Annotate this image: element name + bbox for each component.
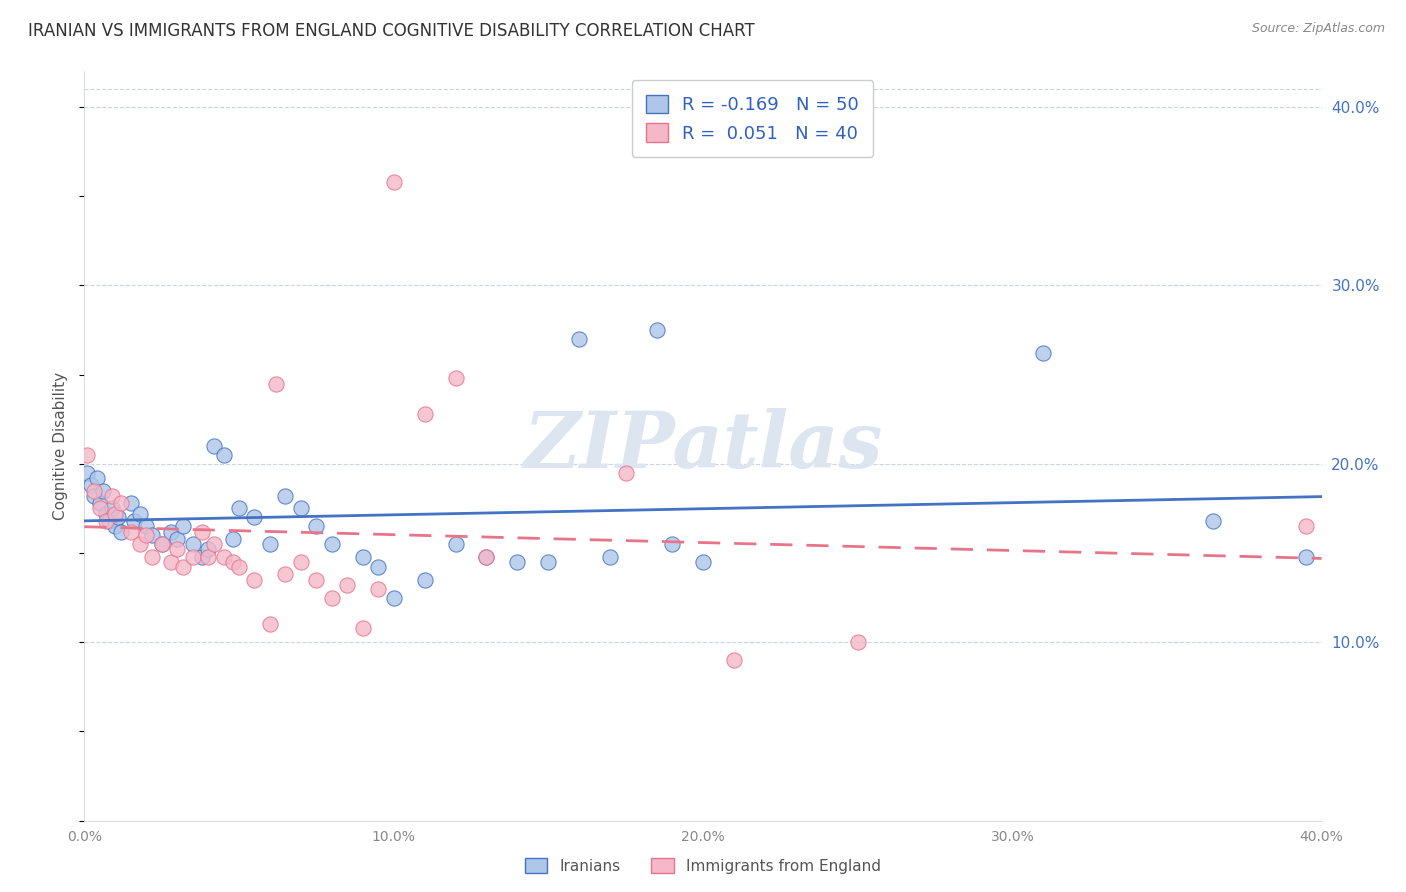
Point: [212, 448, 235, 462]
Text: Source: ZipAtlas.com: Source: ZipAtlas.com: [1251, 22, 1385, 36]
Point: [1295, 549, 1317, 564]
Point: [94, 507, 117, 521]
Point: [197, 549, 219, 564]
Point: [129, 507, 152, 521]
Point: [91, 483, 114, 498]
Point: [305, 573, 328, 587]
Point: [228, 560, 250, 574]
Point: [692, 555, 714, 569]
Text: ZIPatlas: ZIPatlas: [523, 408, 883, 484]
Point: [444, 537, 467, 551]
Point: [110, 524, 132, 539]
Point: [367, 560, 389, 574]
Point: [723, 653, 745, 667]
Point: [222, 532, 245, 546]
Point: [243, 573, 266, 587]
Point: [79, 478, 101, 492]
Point: [181, 537, 204, 551]
Point: [83, 483, 105, 498]
Point: [243, 510, 266, 524]
Point: [382, 591, 405, 605]
Point: [382, 175, 405, 189]
Point: [352, 621, 374, 635]
Point: [122, 514, 145, 528]
Point: [599, 549, 621, 564]
Point: [568, 332, 591, 346]
Point: [413, 407, 436, 421]
Point: [172, 560, 194, 574]
Point: [89, 496, 111, 510]
Point: [1032, 346, 1054, 360]
Point: [259, 537, 281, 551]
Point: [290, 555, 312, 569]
Point: [846, 635, 869, 649]
Point: [181, 549, 204, 564]
Point: [661, 537, 683, 551]
Point: [160, 524, 183, 539]
Point: [76, 466, 98, 480]
Point: [135, 528, 157, 542]
Point: [197, 542, 219, 557]
Point: [76, 448, 98, 462]
Point: [202, 537, 225, 551]
Point: [104, 507, 127, 521]
Point: [475, 549, 498, 564]
Point: [537, 555, 560, 569]
Text: IRANIAN VS IMMIGRANTS FROM ENGLAND COGNITIVE DISABILITY CORRELATION CHART: IRANIAN VS IMMIGRANTS FROM ENGLAND COGNI…: [28, 22, 755, 40]
Point: [1202, 514, 1225, 528]
Point: [222, 555, 245, 569]
Point: [83, 489, 105, 503]
Point: [274, 567, 297, 582]
Point: [645, 323, 668, 337]
Point: [191, 524, 214, 539]
Point: [150, 537, 173, 551]
Point: [228, 501, 250, 516]
Point: [506, 555, 529, 569]
Point: [101, 501, 124, 516]
Point: [367, 582, 389, 596]
Point: [94, 514, 117, 528]
Point: [336, 578, 359, 592]
Point: [104, 519, 127, 533]
Point: [135, 519, 157, 533]
Point: [107, 510, 129, 524]
Point: [101, 489, 124, 503]
Point: [321, 537, 343, 551]
Point: [413, 573, 436, 587]
Point: [321, 591, 343, 605]
Point: [98, 514, 121, 528]
Y-axis label: Cognitive Disability: Cognitive Disability: [53, 372, 69, 520]
Point: [352, 549, 374, 564]
Point: [141, 549, 163, 564]
Legend: Iranians, Immigrants from England: Iranians, Immigrants from England: [519, 852, 887, 880]
Point: [160, 555, 183, 569]
Point: [290, 501, 312, 516]
Point: [166, 532, 188, 546]
Point: [264, 376, 287, 391]
Point: [202, 439, 225, 453]
Point: [475, 549, 498, 564]
Point: [166, 542, 188, 557]
Point: [172, 519, 194, 533]
Point: [305, 519, 328, 533]
Point: [120, 524, 142, 539]
Point: [212, 549, 235, 564]
Point: [259, 617, 281, 632]
Point: [120, 496, 142, 510]
Point: [86, 471, 108, 485]
Point: [1295, 519, 1317, 533]
Point: [614, 466, 637, 480]
Point: [89, 501, 111, 516]
Point: [129, 537, 152, 551]
Point: [141, 528, 163, 542]
Point: [444, 371, 467, 385]
Legend: R = -0.169   N = 50, R =  0.051   N = 40: R = -0.169 N = 50, R = 0.051 N = 40: [631, 80, 873, 157]
Point: [150, 537, 173, 551]
Point: [274, 489, 297, 503]
Point: [110, 496, 132, 510]
Point: [191, 549, 214, 564]
